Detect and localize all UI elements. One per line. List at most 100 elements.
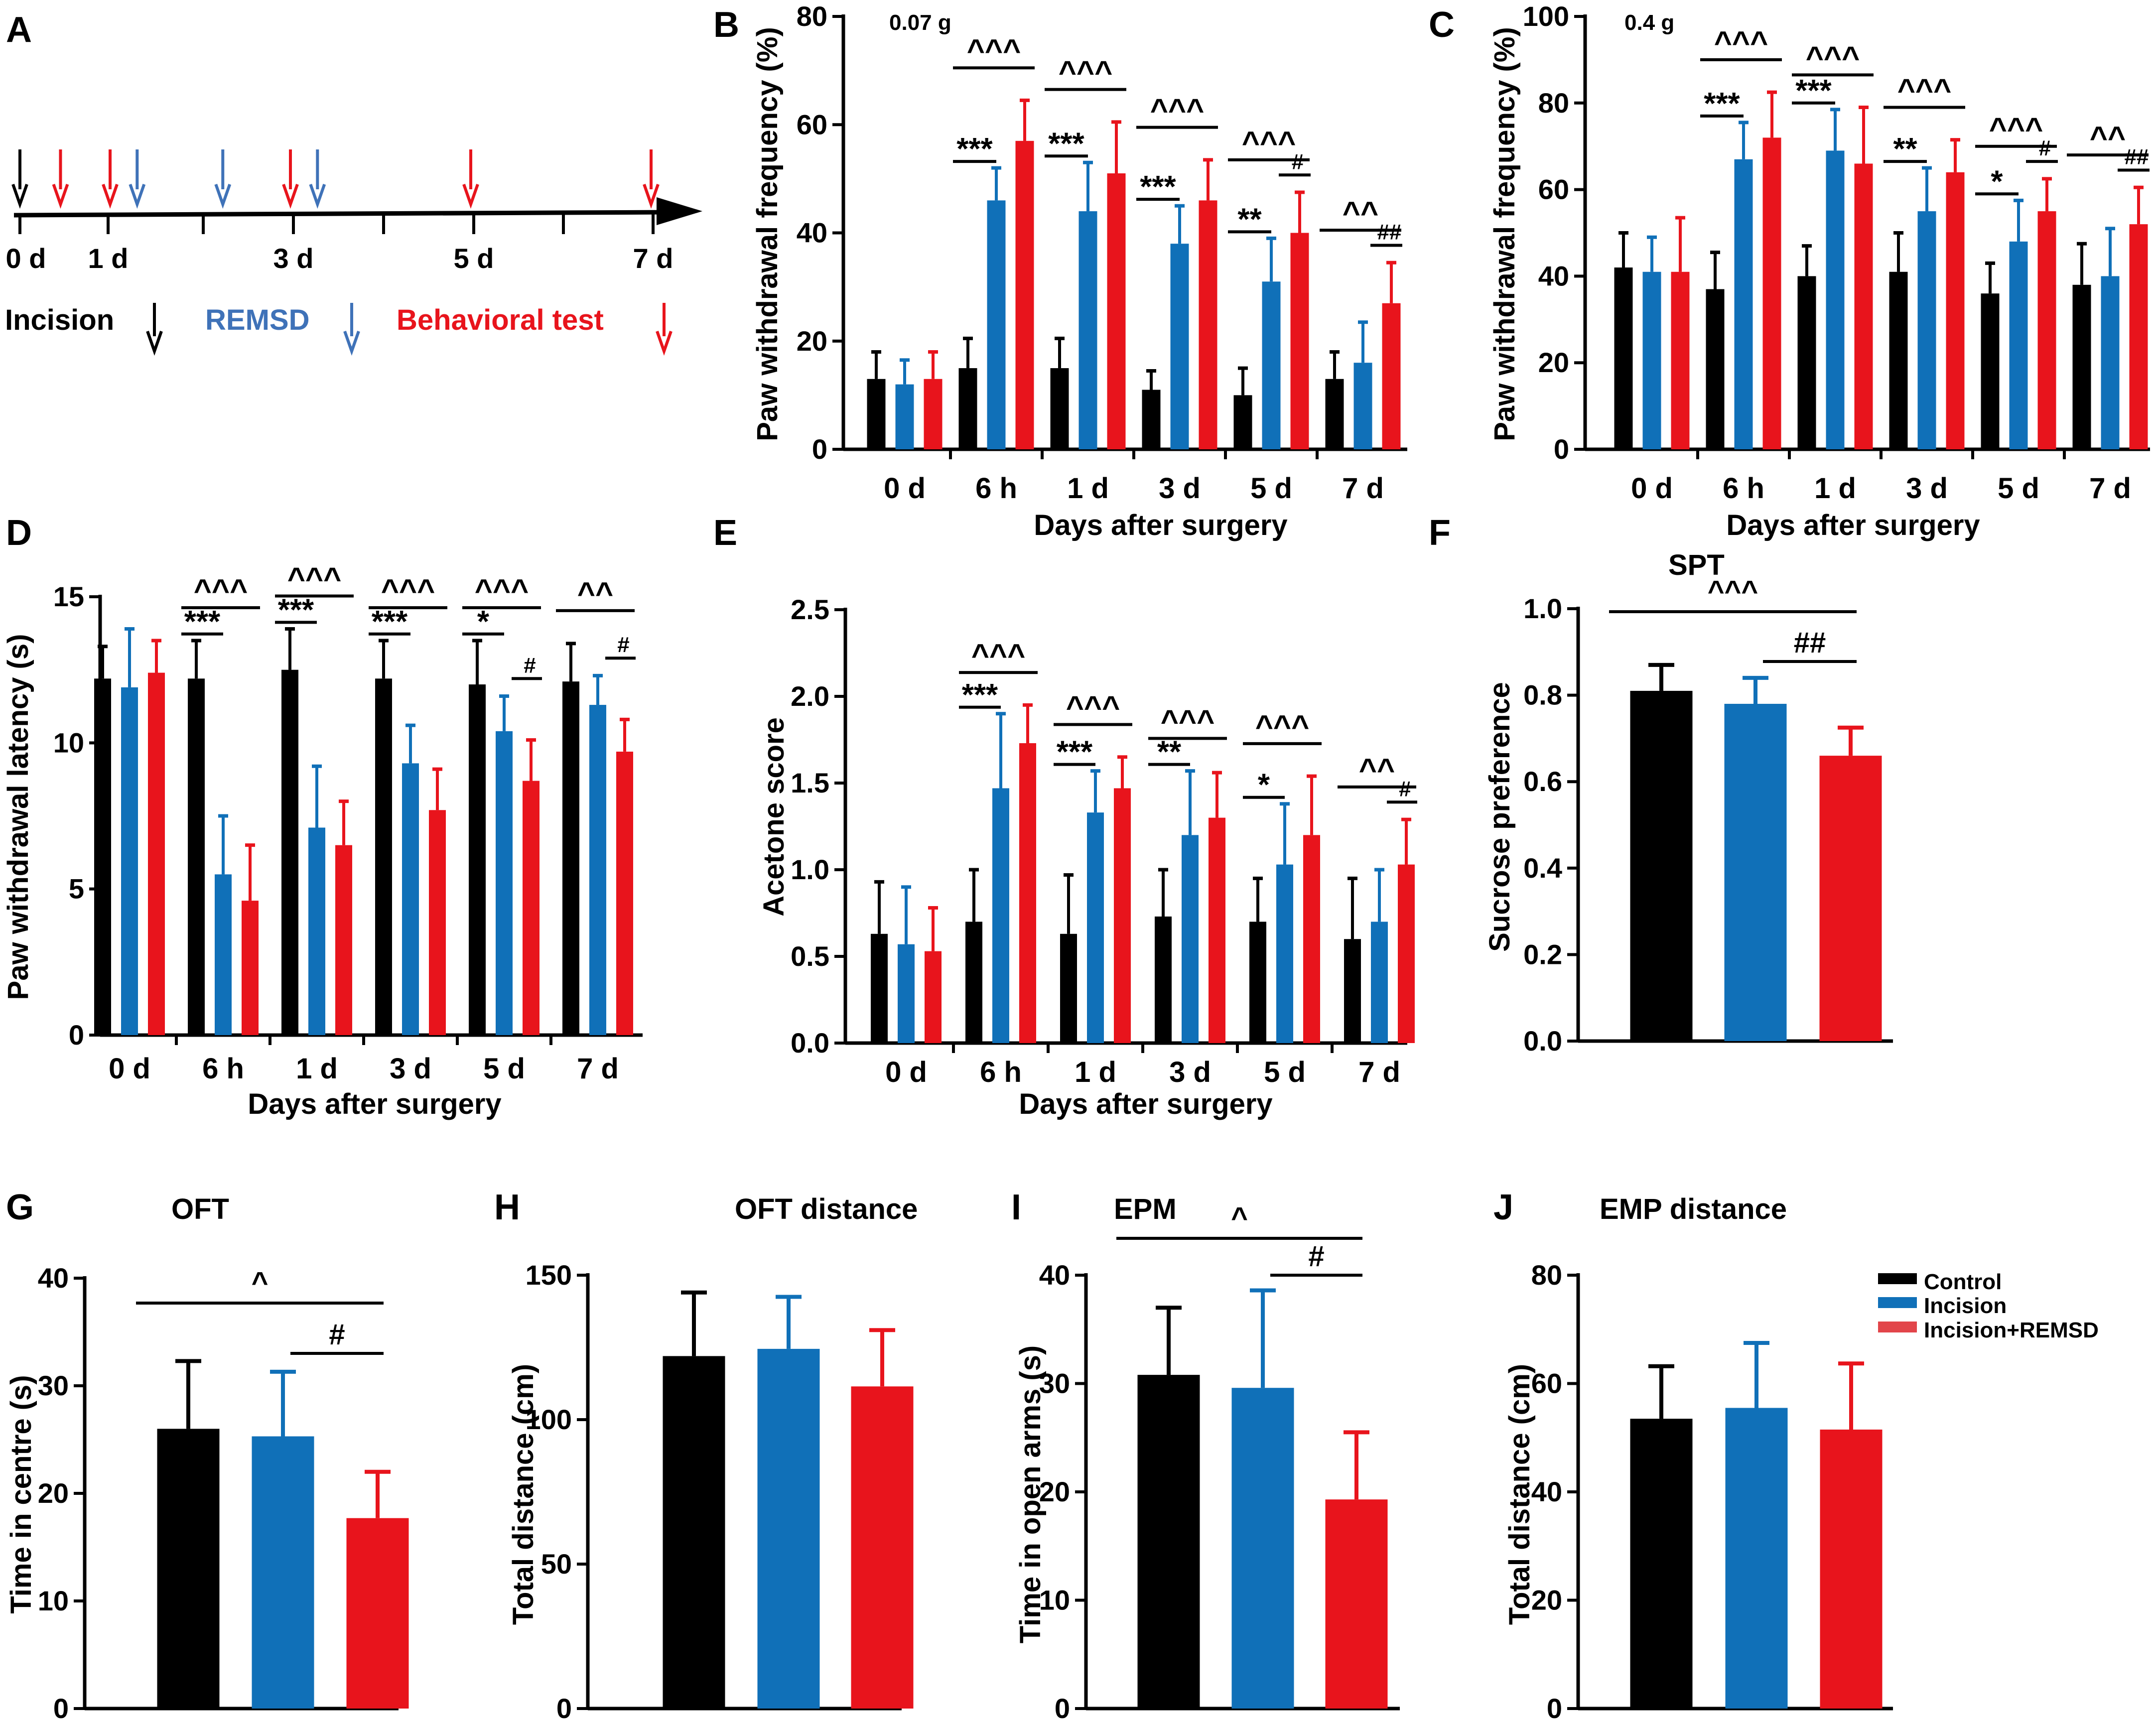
chart-b-bar-control-3: [1142, 390, 1161, 449]
chart-b-sig-label-6: ^^^: [1242, 126, 1296, 160]
chart-g-y-tick-label-2: 20: [38, 1477, 69, 1509]
chart-c-bar-remsd-1: [1762, 137, 1781, 449]
legend-swatch-control: [1878, 1273, 1917, 1284]
chart-b-bar-control-5: [1325, 379, 1344, 449]
chart-i-y-tick-label-1: 10: [1039, 1585, 1070, 1616]
legend-arrow-remsd-head: [343, 331, 360, 356]
chart-j-bar-remsd: [1820, 1429, 1883, 1709]
panel-letter-g: G: [6, 1188, 34, 1227]
chart-j-y-tick-label-4: 80: [1531, 1259, 1562, 1291]
chart-d-bar-remsd-1: [242, 901, 259, 1035]
chart-e-bar-incision-4: [1276, 864, 1293, 1043]
chart-b-y-tick-label-0: 0: [812, 433, 827, 465]
legend-label-incision: Incision: [1924, 1294, 2007, 1318]
chart-c-y-tick-label-1: 20: [1538, 347, 1569, 378]
chart-c-bar-remsd-0: [1671, 271, 1690, 449]
panel-letter-a: A: [6, 10, 32, 50]
chart-c-sig-label-0: ^^^: [1714, 25, 1768, 60]
arrow-remsd-3-head: [129, 184, 146, 209]
chart-e-bar-control-1: [965, 922, 982, 1043]
legend-arrow-incision-head: [146, 331, 163, 356]
panel-letter-e: E: [713, 513, 737, 553]
chart-d-bar-incision-4: [496, 731, 513, 1035]
chart-c-sig-label-7: *: [1991, 164, 2003, 199]
chart-d-y-tick-label-0: 0: [69, 1019, 84, 1051]
chart-e-y-tick-label-4: 2.0: [791, 680, 829, 712]
chart-g-y-label: Time in centre (s): [5, 1375, 37, 1613]
chart-i-y-tick-label-2: 20: [1039, 1476, 1070, 1507]
chart-f-y-tick-label-2: 0.4: [1523, 852, 1562, 884]
chart-b-bar-control-1: [958, 368, 977, 449]
timeline-legend-arrows: [146, 303, 673, 356]
chart-c-bar-incision-5: [2101, 276, 2120, 449]
chart-g-bar-remsd: [346, 1518, 409, 1709]
chart-d-sig-label-9: ^^: [577, 576, 613, 611]
chart-d-y-tick-label-1: 5: [69, 873, 84, 905]
chart-c-sig-label-6: ^^^: [1989, 112, 2043, 146]
chart-c-bar-control-1: [1706, 289, 1725, 449]
chart-d-sig-label-1: ***: [184, 605, 221, 639]
chart-b-bar-control-0: [867, 379, 886, 449]
chart-e-category-label-2: 1 d: [1075, 1056, 1116, 1088]
chart-c-category-label-2: 1 d: [1814, 472, 1856, 505]
chart-d-sig-label-4: ^^^: [381, 573, 435, 608]
chart-d-bar-incision-3: [402, 763, 419, 1035]
chart-h-y-tick-label-2: 100: [526, 1404, 572, 1435]
chart-d-bar-control-2: [281, 669, 298, 1035]
chart-b-bar-incision-1: [987, 200, 1006, 449]
chart-c-bar-incision-0: [1642, 271, 1661, 449]
chart-g-y-tick-label-1: 10: [38, 1585, 69, 1616]
chart-c-bar-incision-3: [1917, 211, 1936, 449]
chart-g-title: OFT: [171, 1193, 229, 1225]
chart-d-bar-control-4: [469, 684, 486, 1035]
chart-b-category-label-4: 5 d: [1250, 472, 1292, 505]
chart-c-category-label-0: 0 d: [1631, 472, 1673, 505]
chart-e-bar-incision-5: [1371, 922, 1388, 1043]
chart-j-y-tick-label-2: 40: [1531, 1476, 1562, 1507]
chart-c-bar-incision-1: [1734, 159, 1753, 449]
chart-d-y-tick-label-3: 15: [53, 581, 84, 612]
chart-g-bar-control: [157, 1429, 220, 1709]
chart-c-bar-remsd-3: [1946, 172, 1965, 450]
chart-e-bar-remsd-4: [1303, 835, 1320, 1043]
chart-c-bar-remsd-2: [1854, 163, 1873, 450]
chart-g-sig-label-1: #: [329, 1319, 345, 1351]
chart-d-category-label-5: 7 d: [577, 1053, 619, 1085]
chart-b-x-label: Days after surgery: [1034, 509, 1287, 541]
chart-h-bar-control: [663, 1356, 725, 1709]
chart-c-category-label-1: 6 h: [1723, 472, 1764, 505]
arrow-behavioral-1-head: [52, 184, 69, 209]
chart-i-y-tick-label-3: 30: [1039, 1368, 1070, 1399]
chart-f-sig-label-1: ##: [1794, 627, 1826, 659]
chart-c-sig-label-1: ***: [1704, 87, 1740, 121]
chart-b-bar-control-4: [1233, 395, 1252, 449]
chart-d-bar-incision-1: [215, 874, 232, 1035]
chart-c-category-label-3: 3 d: [1906, 472, 1948, 505]
chart-d-y-label: Paw withdrawal latency (s): [2, 634, 34, 1000]
legend-arrow-behavioral-head: [656, 331, 673, 356]
chart-b-bar-incision-5: [1353, 363, 1372, 449]
chart-f-bar-incision: [1724, 703, 1787, 1041]
chart-c-sig-label-10: ##: [2125, 144, 2149, 169]
chart-e-sig-label-5: **: [1157, 735, 1182, 770]
timeline-label-5d: 5 d: [454, 243, 494, 274]
chart-d-category-label-1: 6 h: [202, 1053, 244, 1085]
chart-b-y-tick-label-2: 40: [797, 217, 827, 249]
chart-d-category-label-4: 5 d: [483, 1053, 525, 1085]
chart-j-title: EMP distance: [1600, 1193, 1787, 1225]
timeline-axis: [13, 210, 668, 218]
chart-d-bar-remsd-5: [616, 751, 633, 1035]
panel-e-chart: E 0.0 0.5 1.0 1.5 2.0 2.5 Acetone score Days aft…: [713, 513, 1417, 1120]
chart-e-bar-control-2: [1060, 933, 1077, 1043]
chart-e-bar-incision-1: [992, 788, 1009, 1043]
chart-j-y-tick-label-0: 0: [1547, 1693, 1562, 1721]
chart-d-category-label-0: 0 d: [109, 1053, 150, 1085]
chart-i-sig-label-1: #: [1308, 1240, 1324, 1273]
chart-i-bar-incision: [1231, 1388, 1294, 1709]
chart-c-sig-label-4: ^^^: [1897, 73, 1952, 107]
legend-swatch-remsd: [1878, 1322, 1917, 1332]
chart-f-y-tick-label-0: 0.0: [1523, 1025, 1562, 1057]
chart-e-bar-remsd-1: [1019, 743, 1036, 1043]
chart-b-category-label-1: 6 h: [975, 472, 1017, 505]
